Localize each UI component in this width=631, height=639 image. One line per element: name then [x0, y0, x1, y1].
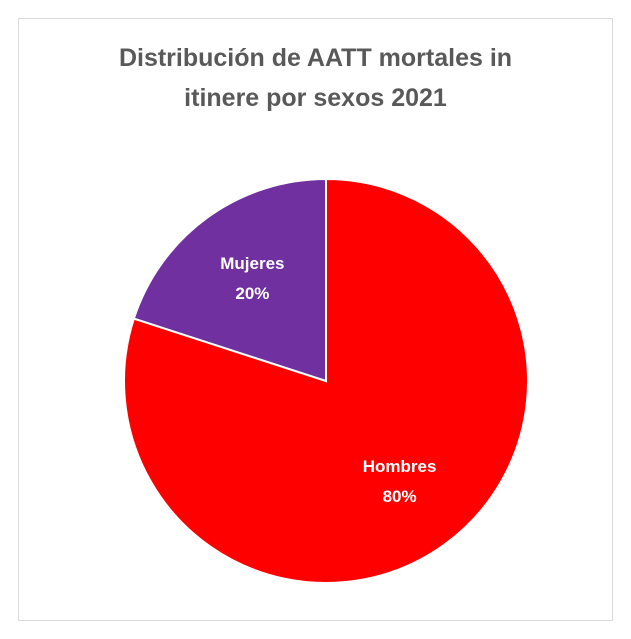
slice-label-name: Mujeres	[220, 254, 284, 273]
slice-label-name: Hombres	[363, 457, 437, 476]
slice-label-value: 80%	[383, 487, 417, 506]
chart-title: Distribución de AATT mortales in itinere…	[118, 44, 513, 112]
pie-slice	[132, 177, 327, 383]
slice-label-value: 20%	[235, 284, 269, 303]
